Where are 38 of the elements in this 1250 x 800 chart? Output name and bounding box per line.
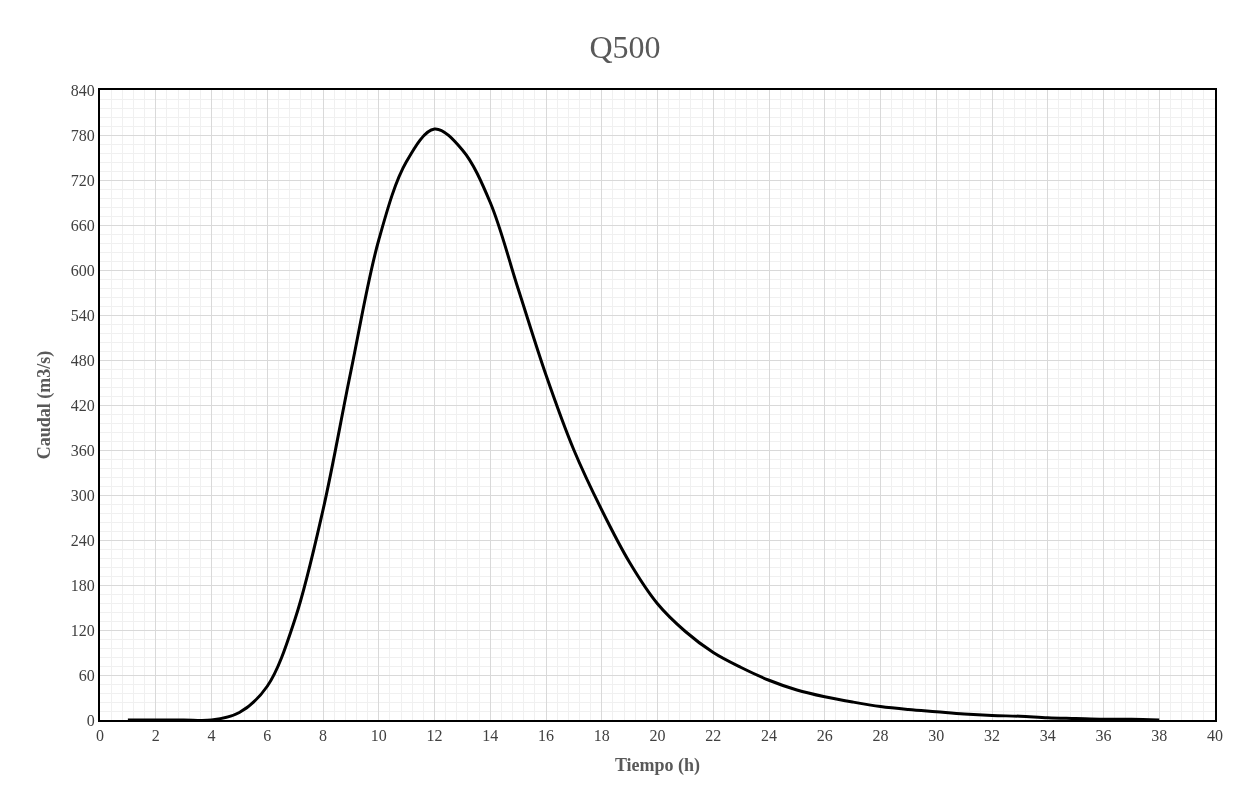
x-tick-label: 4 bbox=[207, 727, 216, 745]
y-tick-label: 600 bbox=[70, 261, 95, 279]
x-tick-label: 40 bbox=[1207, 727, 1223, 745]
x-tick-label: 24 bbox=[761, 727, 777, 745]
chart-title: Q500 bbox=[589, 29, 661, 66]
x-tick-label: 36 bbox=[1095, 727, 1112, 745]
x-tick-label: 26 bbox=[816, 727, 833, 745]
y-tick-label: 720 bbox=[70, 171, 95, 189]
y-tick-label: 180 bbox=[70, 576, 95, 594]
y-tick-label: 120 bbox=[70, 621, 95, 639]
y-tick-label: 60 bbox=[78, 666, 95, 684]
x-tick-label: 6 bbox=[263, 727, 272, 745]
x-tick-label: 2 bbox=[151, 727, 160, 745]
y-axis-title: Caudal (m3/s) bbox=[34, 350, 56, 460]
x-tick-label: 14 bbox=[482, 727, 499, 745]
x-tick-label: 16 bbox=[538, 727, 554, 745]
x-tick-label: 8 bbox=[319, 727, 327, 745]
x-tick-label: 18 bbox=[593, 727, 610, 745]
y-tick-label: 780 bbox=[70, 126, 95, 144]
y-tick-label: 360 bbox=[70, 441, 95, 459]
x-tick-label: 38 bbox=[1151, 727, 1168, 745]
x-tick-label: 22 bbox=[705, 727, 722, 745]
x-tick-label: 20 bbox=[649, 727, 666, 745]
x-tick-label: 32 bbox=[984, 727, 1000, 745]
x-tick-label: 30 bbox=[928, 727, 945, 745]
y-tick-label: 840 bbox=[70, 81, 95, 99]
y-tick-label: 480 bbox=[70, 351, 95, 369]
y-tick-label: 300 bbox=[70, 486, 95, 504]
y-tick-label: 0 bbox=[86, 711, 95, 729]
x-tick-label: 28 bbox=[872, 727, 889, 745]
y-tick-label: 420 bbox=[70, 396, 95, 414]
x-tick-label: 10 bbox=[370, 727, 387, 745]
y-tick-label: 540 bbox=[70, 306, 95, 324]
x-tick-label: 12 bbox=[426, 727, 443, 745]
y-tick-label: 240 bbox=[70, 531, 95, 549]
x-tick-label: 34 bbox=[1039, 727, 1056, 745]
x-axis-title: Tiempo (h) bbox=[614, 754, 701, 776]
y-tick-label: 660 bbox=[70, 216, 95, 234]
